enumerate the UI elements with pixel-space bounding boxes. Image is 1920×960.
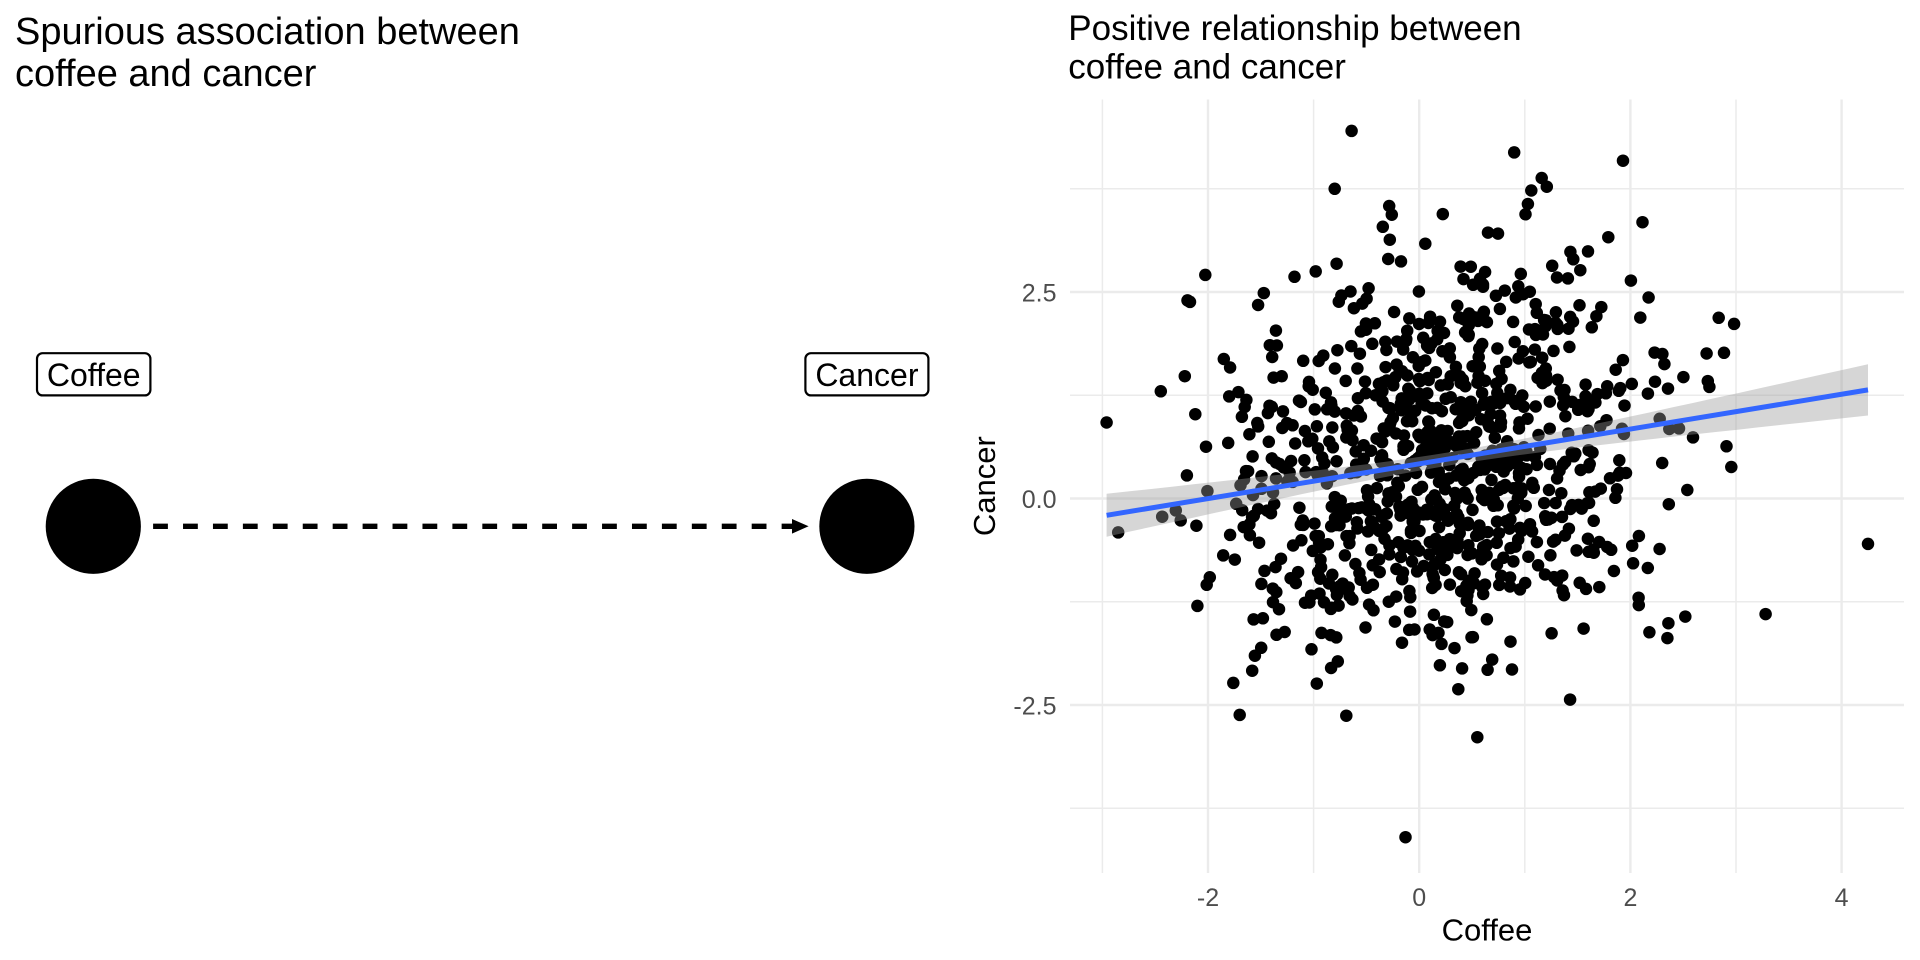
svg-text:Coffee: Coffee <box>1442 912 1533 947</box>
svg-text:2.5: 2.5 <box>1022 279 1057 307</box>
svg-text:2: 2 <box>1623 884 1637 912</box>
svg-text:Cancer: Cancer <box>967 436 1002 536</box>
svg-text:-2: -2 <box>1197 884 1219 912</box>
svg-text:4: 4 <box>1835 884 1849 912</box>
svg-text:Positive relationship between: Positive relationship between <box>1068 9 1521 48</box>
svg-text:coffee and cancer: coffee and cancer <box>15 53 317 95</box>
svg-text:-2.5: -2.5 <box>1013 692 1056 720</box>
svg-text:0.0: 0.0 <box>1022 486 1057 514</box>
svg-text:Coffee: Coffee <box>47 357 141 393</box>
svg-text:Cancer: Cancer <box>815 357 919 393</box>
svg-text:Spurious association between: Spurious association between <box>15 11 520 53</box>
svg-text:0: 0 <box>1412 884 1426 912</box>
svg-text:coffee and cancer: coffee and cancer <box>1068 48 1346 87</box>
